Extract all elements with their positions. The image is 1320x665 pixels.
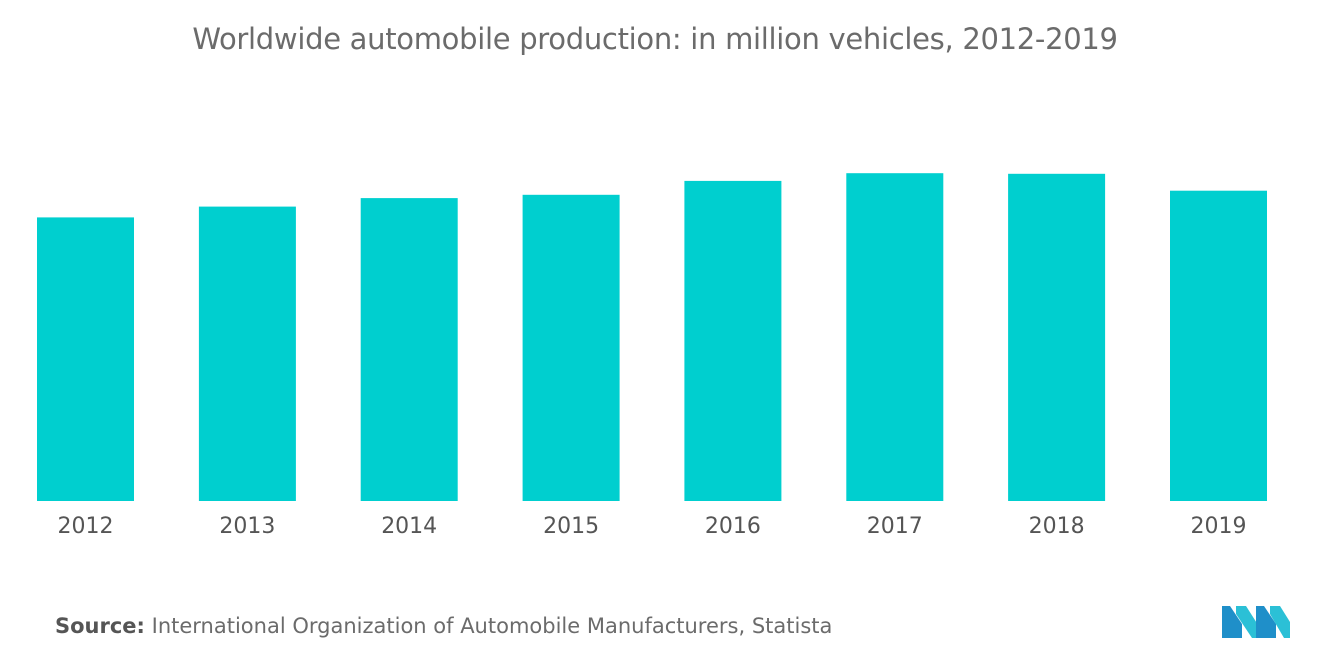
x-tick-label-2013: 2013 [219,514,275,539]
x-tick-label-2016: 2016 [705,514,761,539]
bar-2013 [198,206,296,501]
bar-2012 [37,217,134,501]
x-tick-label-2015: 2015 [543,514,599,539]
x-tick-label-2018: 2018 [1029,514,1085,539]
source-line: Source: International Organization of Au… [55,614,832,638]
bars-group [37,173,1267,502]
bar-2018 [1008,173,1106,502]
x-tick-label-2019: 2019 [1191,514,1247,539]
source-label: Source: [55,614,145,638]
bar-2014 [360,198,458,501]
bar-2016 [684,180,782,501]
bar-2017 [846,173,944,501]
bar-2019 [1170,190,1267,501]
mordor-intelligence-logo-icon [1222,606,1290,638]
x-tick-label-2017: 2017 [867,514,923,539]
x-tick-labels-group: 2012 2013 2014 2015 2016 2017 2018 2019 [58,514,1247,539]
x-tick-label-2014: 2014 [381,514,437,539]
chart-title: Worldwide automobile production: in mill… [192,22,1118,56]
bar-chart: 2012 2013 2014 2015 2016 2017 2018 2019 [37,173,1267,539]
bar-2015 [522,194,620,502]
x-tick-label-2012: 2012 [58,514,114,539]
source-text: International Organization of Automobile… [151,614,833,638]
